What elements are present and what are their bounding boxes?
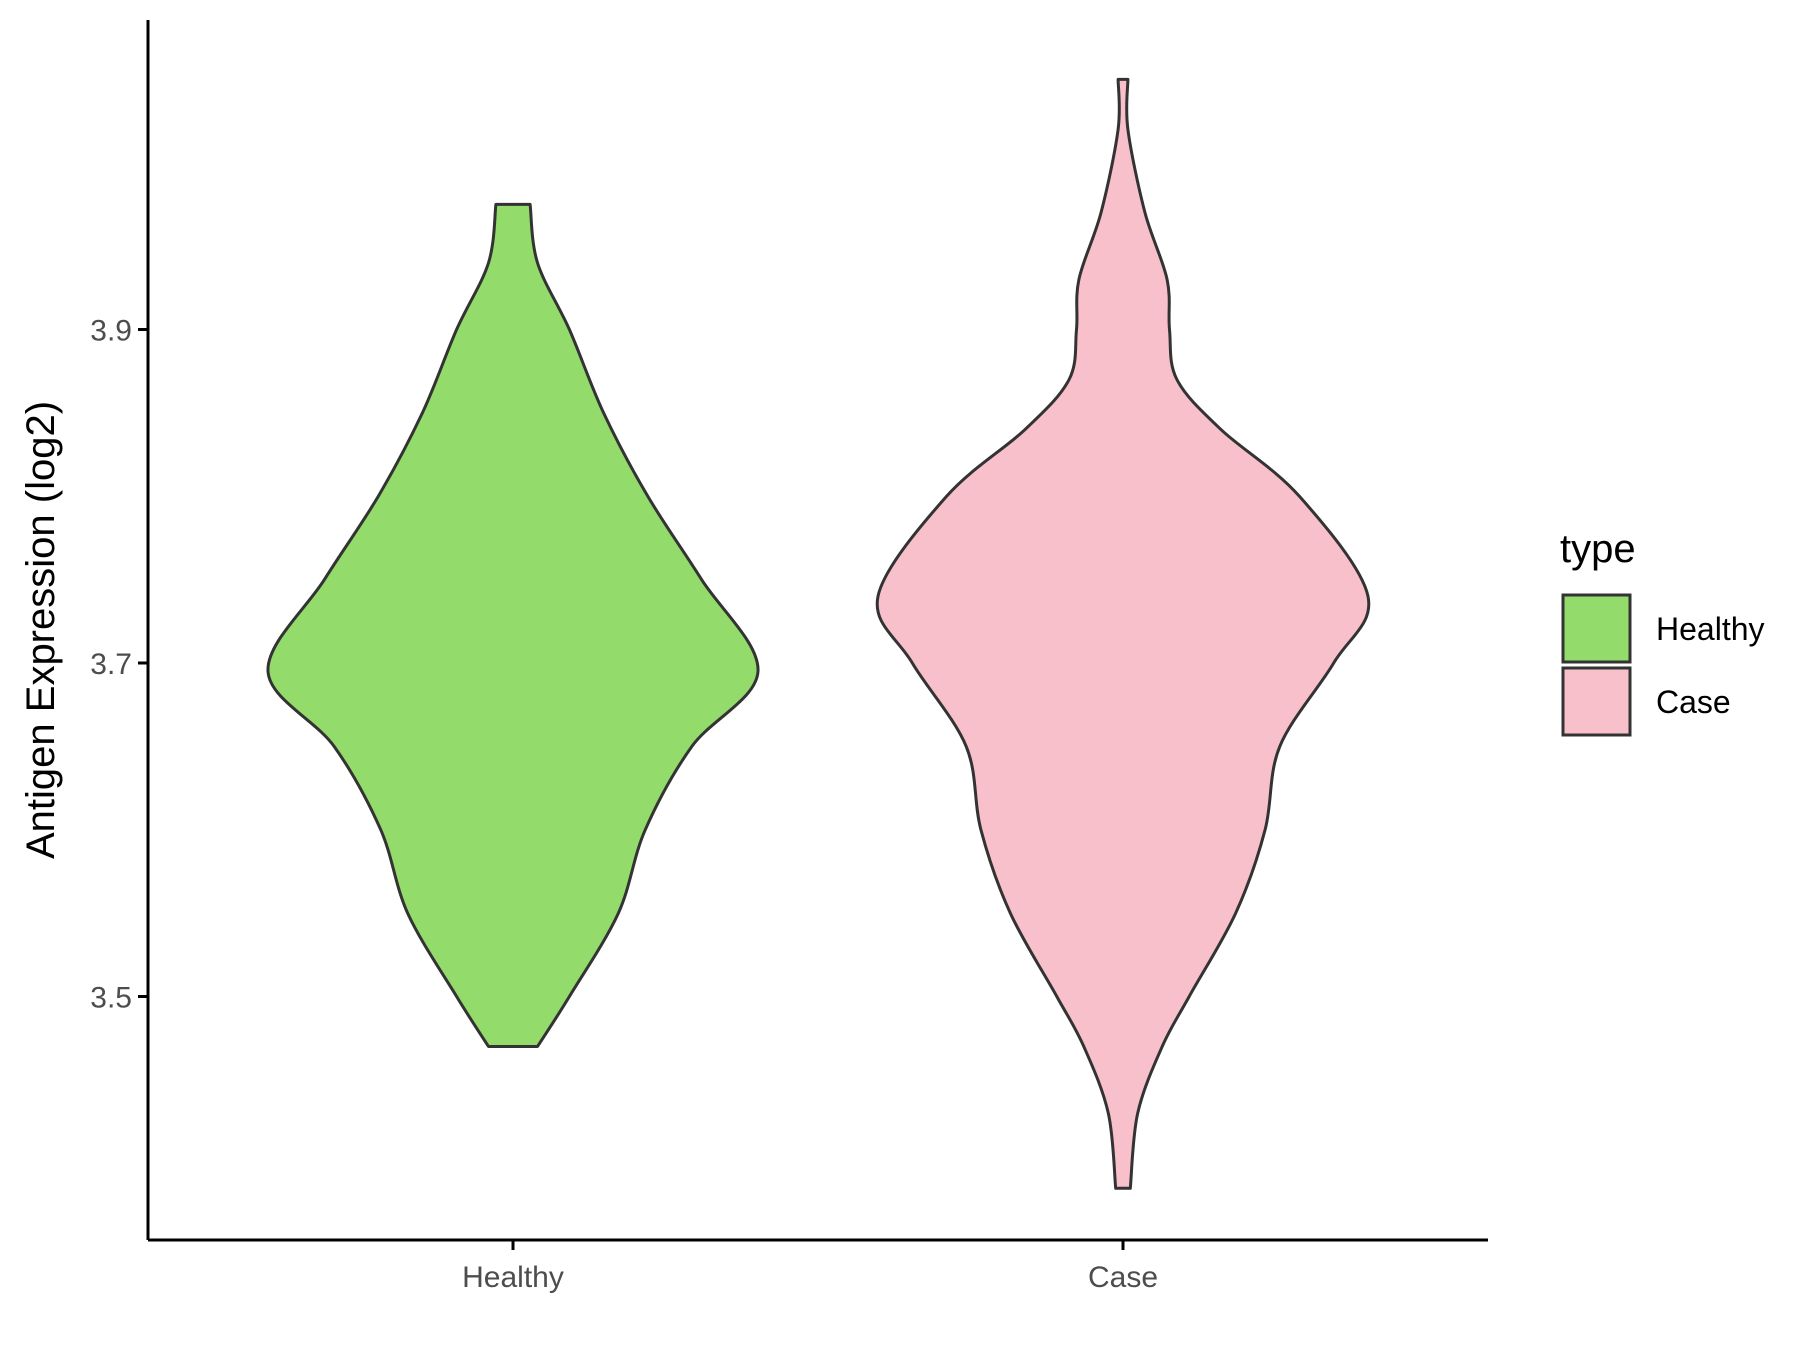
violin-case	[875, 77, 1371, 1190]
y-tick-label: 3.9	[90, 315, 132, 348]
x-tick-label: Healthy	[462, 1261, 564, 1294]
x-tick-label: Case	[1088, 1261, 1158, 1294]
legend-label-healthy: Healthy	[1656, 611, 1765, 647]
legend-key-healthy	[1561, 593, 1632, 664]
y-tick-label: 3.5	[90, 982, 132, 1015]
y-tick-label: 3.7	[90, 648, 132, 681]
x-axis: Healthy Case	[148, 1238, 1488, 1294]
y-axis: 3.5 3.7 3.9	[90, 20, 150, 1240]
legend: type Healthy Case	[1560, 527, 1765, 737]
legend-key-case	[1561, 666, 1632, 737]
y-axis-title: Antigen Expression (log2)	[19, 401, 63, 859]
plot-area	[266, 77, 1371, 1190]
violin-healthy	[266, 202, 760, 1048]
legend-label-case: Case	[1656, 684, 1731, 720]
legend-title: type	[1560, 527, 1636, 571]
